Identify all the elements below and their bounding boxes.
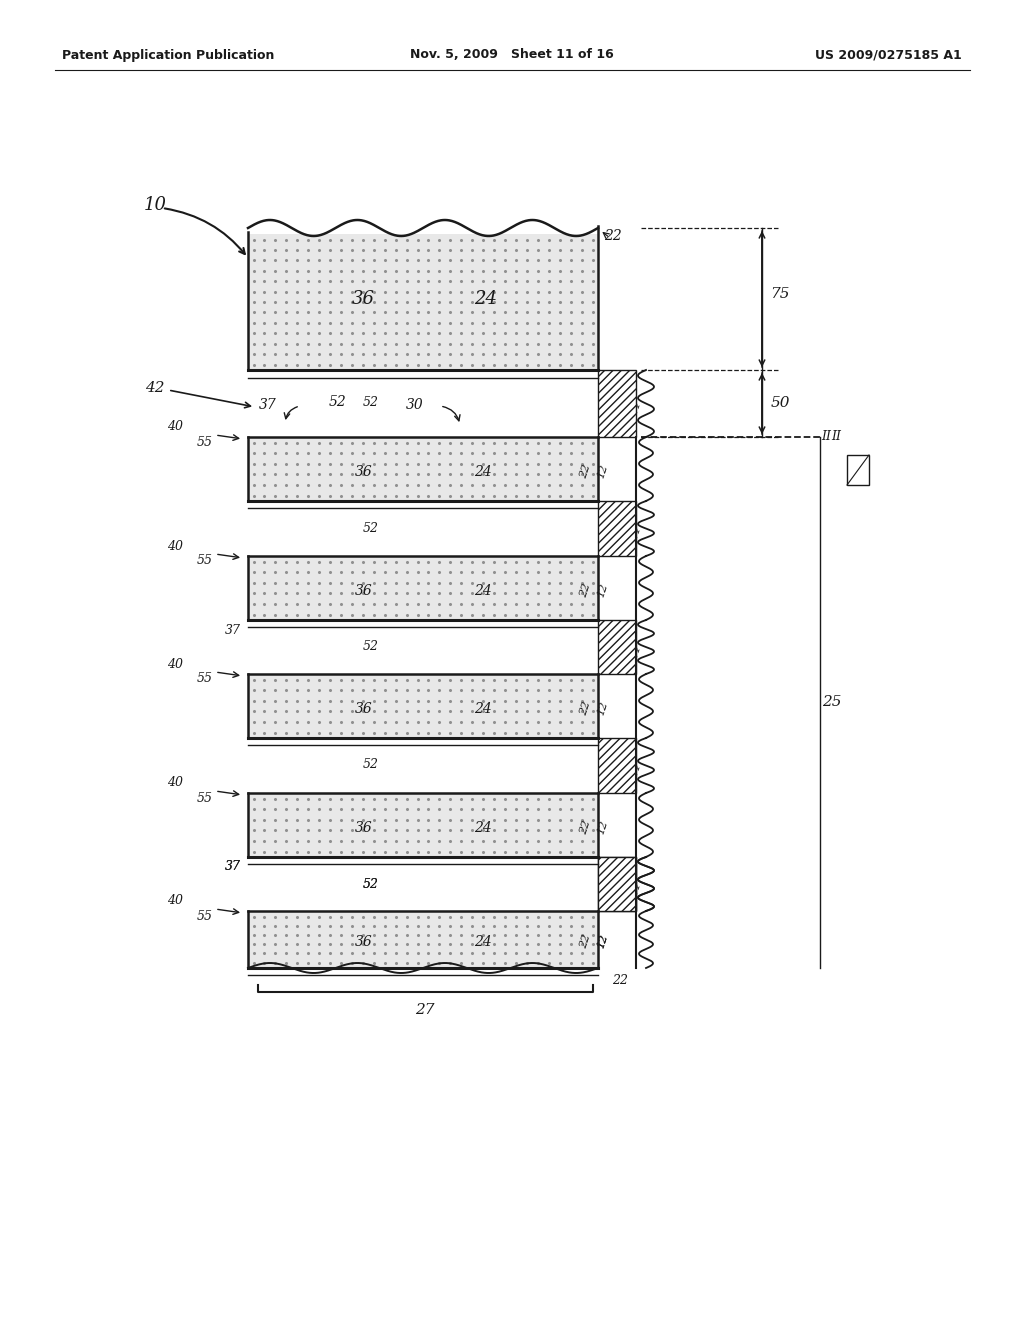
Text: 37: 37 [225, 623, 241, 636]
Text: 75: 75 [770, 286, 790, 301]
Text: 50: 50 [770, 396, 790, 411]
Text: 55: 55 [197, 672, 213, 685]
Text: 36: 36 [352, 290, 375, 308]
Text: 42: 42 [145, 381, 165, 395]
Text: 55: 55 [197, 909, 213, 923]
Text: 15: 15 [613, 760, 627, 776]
Bar [598, 857, 636, 911]
Text: 52: 52 [362, 759, 379, 771]
Text: 14: 14 [629, 880, 643, 898]
Text: 22: 22 [604, 228, 622, 243]
Text: 12: 12 [596, 818, 610, 836]
Text: 12: 12 [596, 933, 610, 949]
Text: 22: 22 [578, 818, 592, 836]
Text: 22: 22 [578, 463, 592, 479]
Text: 36: 36 [354, 583, 373, 598]
Bar [248, 234, 598, 370]
Text: 22: 22 [578, 700, 592, 717]
Text: 52: 52 [362, 878, 379, 891]
Text: 40: 40 [167, 776, 183, 789]
Text: 36: 36 [354, 702, 373, 715]
Text: 24: 24 [474, 465, 492, 479]
Text: 22: 22 [578, 582, 592, 598]
Text: 24: 24 [474, 583, 492, 598]
Text: 52: 52 [362, 521, 379, 535]
Text: 24: 24 [474, 702, 492, 715]
Text: 17: 17 [613, 523, 627, 540]
Text: 40: 40 [167, 657, 183, 671]
Text: 22: 22 [578, 933, 592, 949]
Text: 24: 24 [474, 935, 492, 949]
Bar [598, 370, 636, 437]
Text: 55: 55 [197, 436, 213, 449]
Text: 12: 12 [596, 700, 610, 717]
Text: Nov. 5, 2009   Sheet 11 of 16: Nov. 5, 2009 Sheet 11 of 16 [411, 49, 613, 62]
Text: 27: 27 [416, 1003, 435, 1016]
Text: 37: 37 [259, 399, 276, 412]
Text: II: II [821, 430, 831, 444]
Text: 10: 10 [143, 195, 167, 214]
Bar [248, 793, 598, 857]
Text: 15: 15 [613, 879, 627, 895]
Text: Patent Application Publication: Patent Application Publication [62, 49, 274, 62]
Text: 25: 25 [822, 696, 842, 709]
Text: 14: 14 [629, 524, 643, 541]
Text: 12: 12 [596, 933, 610, 949]
Text: 37: 37 [225, 861, 241, 874]
Text: 24: 24 [474, 821, 492, 836]
Bar [598, 857, 636, 911]
Text: 14: 14 [629, 400, 643, 416]
Text: 16: 16 [613, 642, 627, 659]
Text: 12: 12 [596, 582, 610, 598]
Text: 18: 18 [613, 397, 627, 414]
Text: 52: 52 [362, 640, 379, 653]
Text: 55: 55 [197, 554, 213, 568]
Text: 40: 40 [167, 540, 183, 553]
Text: 52: 52 [362, 878, 379, 891]
Text: 36: 36 [354, 465, 373, 479]
Text: 12: 12 [596, 463, 610, 479]
Text: 14: 14 [629, 762, 643, 779]
Text: 55: 55 [197, 792, 213, 804]
Text: 24: 24 [474, 290, 498, 308]
Text: 30: 30 [407, 399, 424, 412]
Bar [598, 502, 636, 556]
Text: 36: 36 [354, 821, 373, 836]
Text: 22: 22 [612, 974, 628, 986]
Text: 52: 52 [329, 395, 347, 409]
Text: 40: 40 [167, 895, 183, 908]
Bar [598, 620, 636, 675]
Text: 14: 14 [629, 644, 643, 660]
Text: US 2009/0275185 A1: US 2009/0275185 A1 [815, 49, 962, 62]
Text: 52: 52 [362, 396, 379, 409]
Text: 36: 36 [354, 935, 373, 949]
Bar [248, 675, 598, 738]
Text: 37: 37 [225, 861, 241, 874]
Bar [248, 556, 598, 620]
Bar [248, 911, 598, 968]
Bar [847, 455, 869, 484]
Bar [248, 437, 598, 502]
Bar [598, 738, 636, 793]
Text: 40: 40 [167, 421, 183, 433]
Text: II: II [831, 430, 841, 444]
